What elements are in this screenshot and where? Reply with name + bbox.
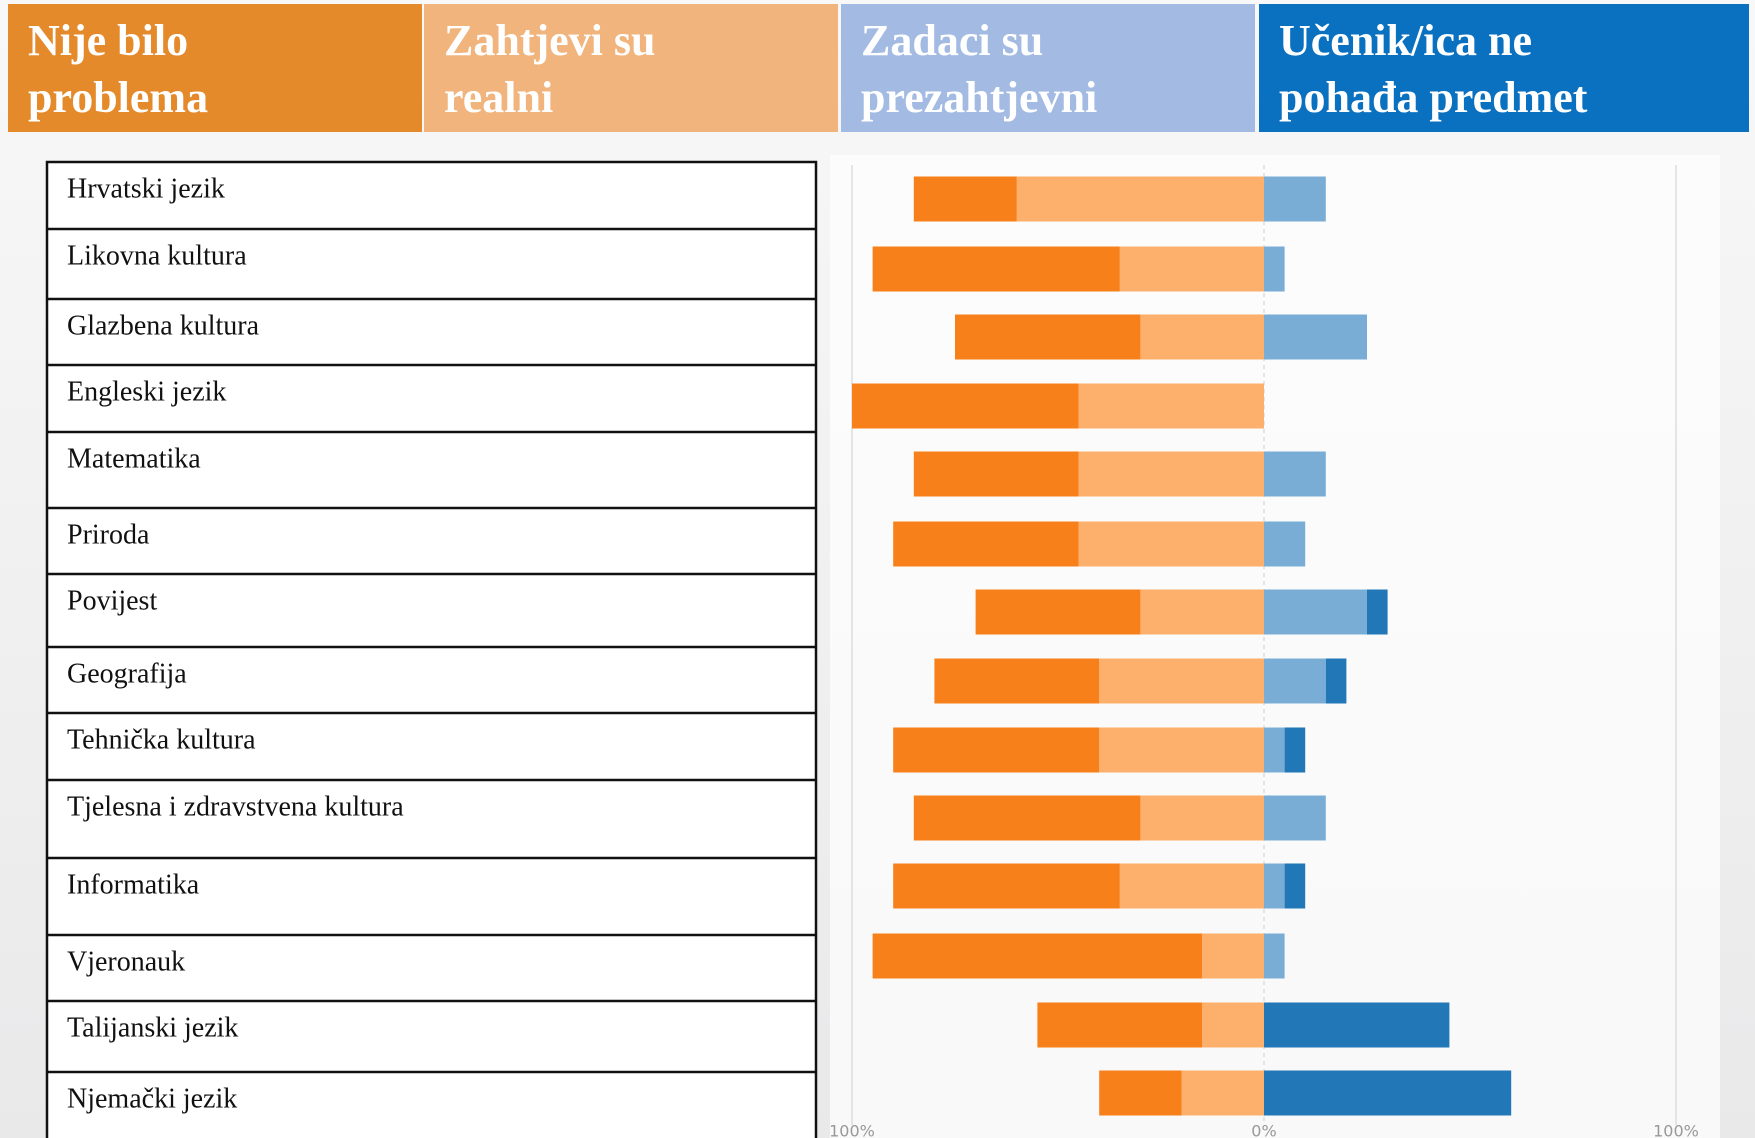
row-label: Likovna kultura xyxy=(67,240,247,271)
legend-label: Nije bilo problema xyxy=(28,16,209,122)
x-tick-label: 100% xyxy=(829,1122,875,1138)
bar-segment xyxy=(1181,1070,1264,1116)
bar-segment xyxy=(1140,589,1264,635)
bar-segment xyxy=(1099,1070,1182,1116)
legend-box: Zahtjevi su realni xyxy=(424,4,838,132)
bar-segment xyxy=(1264,1070,1512,1116)
row-label: Glazbena kultura xyxy=(67,310,260,341)
bar-segment xyxy=(1264,589,1367,635)
bar-segment xyxy=(1099,658,1264,704)
bar-segment xyxy=(913,176,1017,222)
bar-segment xyxy=(955,314,1141,360)
bar-segment xyxy=(1264,727,1285,773)
bar-segment xyxy=(893,727,1100,773)
bar-segment xyxy=(893,863,1120,909)
bar-segment xyxy=(1264,863,1285,909)
bar-segment xyxy=(1202,1002,1264,1048)
bar-segment xyxy=(1367,589,1388,635)
bar-segment xyxy=(1264,933,1285,979)
bar-segment xyxy=(1264,176,1326,222)
legend-label: Učenik/ica ne pohađa predmet xyxy=(1279,16,1588,122)
bar-segment xyxy=(1284,727,1306,773)
bar-segment xyxy=(1202,933,1264,979)
bar-segment xyxy=(1264,658,1326,704)
bar-segment xyxy=(1099,727,1264,773)
bar-segment xyxy=(1078,383,1264,429)
legend-label: Zadaci su prezahtjevni xyxy=(861,16,1098,122)
row-label: Matematika xyxy=(67,443,201,474)
row-label: Engleski jezik xyxy=(67,376,226,407)
bar-segment xyxy=(1264,521,1306,567)
bar-segment xyxy=(872,933,1203,979)
x-tick-label: 100% xyxy=(1653,1122,1699,1138)
legend-label: Zahtjevi su realni xyxy=(444,16,656,122)
bar-segment xyxy=(913,795,1141,841)
x-tick-label: 0% xyxy=(1251,1122,1276,1138)
row-label: Geografija xyxy=(67,658,187,689)
row-label: Hrvatski jezik xyxy=(67,173,225,204)
bar-segment xyxy=(893,521,1079,567)
bar-segment xyxy=(872,246,1120,292)
row-label: Njemački jezik xyxy=(67,1083,237,1114)
bar-segment xyxy=(1264,1002,1450,1048)
bar-segment xyxy=(1264,451,1326,497)
bar-segment xyxy=(1325,658,1347,704)
bar-segment xyxy=(1037,1002,1203,1048)
bar-segment xyxy=(975,589,1141,635)
legend-box: Zadaci su prezahtjevni xyxy=(841,4,1255,132)
bar-segment xyxy=(1140,314,1264,360)
bar-segment xyxy=(1264,314,1367,360)
row-label: Talijanski jezik xyxy=(67,1012,238,1043)
bar-segment xyxy=(1264,246,1285,292)
legend-box: Učenik/ica ne pohađa predmet xyxy=(1259,4,1749,132)
bar-segment xyxy=(1264,795,1326,841)
bar-segment xyxy=(1016,176,1264,222)
row-label: Vjeronauk xyxy=(67,946,185,977)
bar-segment xyxy=(1119,246,1264,292)
bar-segment xyxy=(934,658,1100,704)
bar-segment xyxy=(1140,795,1264,841)
bar-segment xyxy=(1119,863,1264,909)
row-label: Informatika xyxy=(67,869,200,900)
bar-segment xyxy=(1284,863,1306,909)
bar-segment xyxy=(1078,451,1264,497)
bar-segment xyxy=(852,383,1079,429)
plot-area xyxy=(830,155,1720,1138)
row-label: Povijest xyxy=(67,585,157,616)
row-label: Tjelesna i zdravstvena kultura xyxy=(67,791,404,822)
table-frame xyxy=(45,160,818,1138)
bar-segment xyxy=(913,451,1079,497)
row-label: Priroda xyxy=(67,519,150,550)
row-label: Tehnička kultura xyxy=(67,724,256,755)
legend-box: Nije bilo problema xyxy=(8,4,422,132)
bar-segment xyxy=(1078,521,1264,567)
